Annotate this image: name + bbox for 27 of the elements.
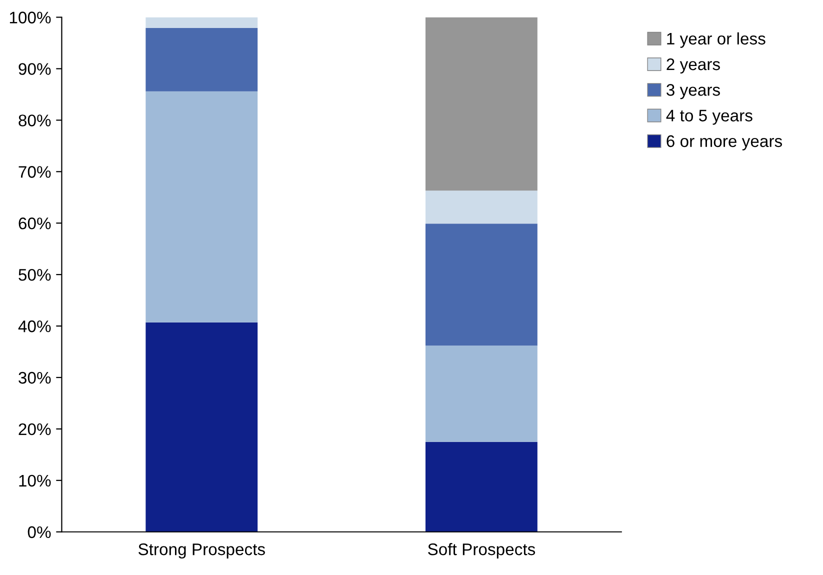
y-tick-label: 0% bbox=[28, 526, 51, 538]
bar bbox=[146, 28, 258, 92]
bar bbox=[146, 322, 258, 532]
y-tick-label: 10% bbox=[19, 474, 51, 487]
bar bbox=[425, 346, 538, 442]
y-tick-label: 20% bbox=[18, 423, 51, 436]
y-tick-label: 40% bbox=[18, 320, 51, 332]
bar bbox=[425, 442, 538, 532]
x-tick-label: Soft Prospects bbox=[428, 543, 536, 559]
legend-label: 1 year or less bbox=[667, 32, 766, 48]
y-tick-label: 30% bbox=[18, 372, 51, 384]
y-tick-label: 100% bbox=[10, 12, 51, 24]
y-tick-label: 80% bbox=[18, 114, 51, 126]
x-tick-label: Strong Prospects bbox=[138, 543, 265, 559]
y-tick-label: 50% bbox=[18, 268, 51, 281]
y-tick-label: 90% bbox=[18, 63, 51, 75]
legend-label: 4 to 5 years bbox=[666, 110, 752, 125]
bar bbox=[146, 91, 258, 322]
bar bbox=[425, 190, 538, 224]
legend-label: 3 years bbox=[666, 84, 720, 100]
bar bbox=[425, 17, 538, 191]
y-tick-label: 60% bbox=[18, 218, 51, 230]
bar bbox=[146, 17, 258, 28]
bar bbox=[425, 224, 538, 346]
y-tick-label: 70% bbox=[18, 166, 51, 178]
legend-label: 6 or more years bbox=[666, 135, 782, 150]
legend-label: 2 years bbox=[666, 58, 720, 74]
